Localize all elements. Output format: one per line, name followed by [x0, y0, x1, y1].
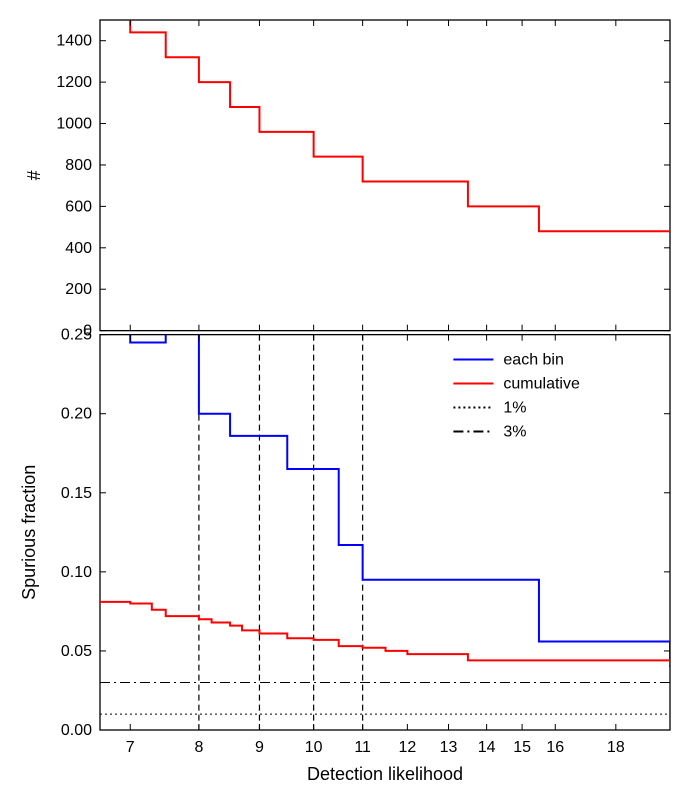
top-ytick-label: 1400	[56, 33, 92, 50]
top-ytick-label: 200	[65, 281, 92, 298]
xlabel: Detection likelihood	[307, 764, 463, 784]
legend-label: each bin	[503, 351, 564, 368]
top-ytick-label: 800	[65, 157, 92, 174]
bot-ytick-label: 0.05	[61, 643, 92, 660]
top-ytick-label: 400	[65, 240, 92, 257]
xtick-label: 12	[398, 739, 416, 756]
xtick-label: 11	[354, 739, 371, 756]
bottom-ylabel: Spurious fraction	[19, 465, 39, 600]
xtick-label: 15	[513, 739, 531, 756]
xtick-label: 9	[255, 739, 264, 756]
xtick-label: 14	[478, 739, 496, 756]
xtick-label: 10	[305, 739, 323, 756]
top-ytick-label: 1200	[56, 74, 92, 91]
bot-ytick-label: 0.15	[61, 485, 92, 502]
chart-svg: 0200400600800100012001400#0.000.050.100.…	[0, 0, 700, 800]
series-each-bin	[100, 256, 670, 667]
top-ytick-label: 600	[65, 198, 92, 215]
xtick-label: 8	[194, 739, 203, 756]
xtick-label: 13	[440, 739, 458, 756]
top-ylabel: #	[24, 170, 44, 180]
bot-ytick-label: 0.20	[61, 406, 92, 423]
xtick-label: 16	[546, 739, 564, 756]
legend-label: 3%	[503, 423, 526, 440]
xtick-label: 18	[607, 739, 625, 756]
bot-ytick-label: 0.10	[61, 564, 92, 581]
bottom-panel-frame	[100, 335, 670, 730]
xtick-label: 7	[126, 739, 135, 756]
top-ytick-label: 1000	[56, 116, 92, 133]
legend-label: 1%	[503, 399, 526, 416]
bot-ytick-label: 0.00	[61, 722, 92, 739]
figure-container: 0200400600800100012001400#0.000.050.100.…	[0, 0, 700, 800]
top-panel-frame	[100, 20, 670, 331]
top-series-count	[100, 8, 670, 232]
series-cumulative	[100, 602, 670, 665]
legend-label: cumulative	[503, 375, 580, 392]
bot-ytick-label: 0.25	[61, 327, 92, 344]
